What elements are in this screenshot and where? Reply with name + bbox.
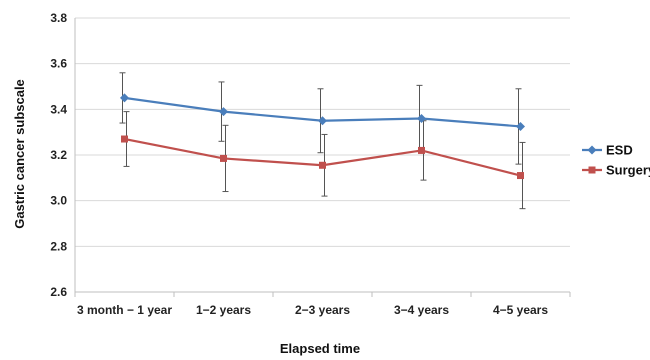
y-axis-title: Gastric cancer subscale	[12, 79, 27, 229]
x-tick-label: 3 month − 1 year	[77, 303, 172, 317]
y-tick-label: 3.0	[50, 194, 67, 208]
legend: ESD Surgery	[582, 143, 650, 178]
legend-label: ESD	[606, 143, 633, 158]
x-tick-label: 3−4 years	[394, 303, 449, 317]
error-bars	[120, 73, 526, 209]
x-axis-title: Elapsed time	[280, 341, 360, 356]
x-tick-label: 2−3 years	[295, 303, 350, 317]
y-tick-label: 2.6	[50, 285, 67, 299]
legend-marker	[588, 146, 597, 155]
data-point	[417, 114, 426, 123]
legend-item: ESD	[582, 143, 633, 158]
data-point	[517, 172, 524, 179]
x-tick-label: 1−2 years	[196, 303, 251, 317]
legend-item: Surgery	[582, 163, 650, 178]
legend-label: Surgery	[606, 163, 650, 178]
y-tick-label: 3.2	[50, 148, 67, 162]
x-tick-labels: 3 month − 1 year 1−2 years 2−3 years 3−4 ye…	[77, 303, 548, 317]
data-point	[319, 162, 326, 169]
x-tick-label: 4−5 years	[493, 303, 548, 317]
data-point	[220, 155, 227, 162]
y-tick-label: 3.6	[50, 57, 67, 71]
data-point	[418, 147, 425, 154]
data-point	[120, 93, 129, 102]
data-point	[516, 122, 525, 131]
y-tick-label: 3.4	[50, 102, 67, 116]
data-point	[219, 107, 228, 116]
series-line-surgery	[125, 139, 521, 176]
data-point	[318, 116, 327, 125]
y-tick-label: 2.8	[50, 239, 67, 253]
legend-marker	[589, 167, 596, 174]
axes	[75, 18, 570, 297]
y-tick-labels: 2.6 2.8 3.0 3.2 3.4 3.6 3.8	[50, 11, 67, 299]
gridlines	[75, 18, 570, 292]
y-tick-label: 3.8	[50, 11, 67, 25]
data-point	[121, 136, 128, 143]
